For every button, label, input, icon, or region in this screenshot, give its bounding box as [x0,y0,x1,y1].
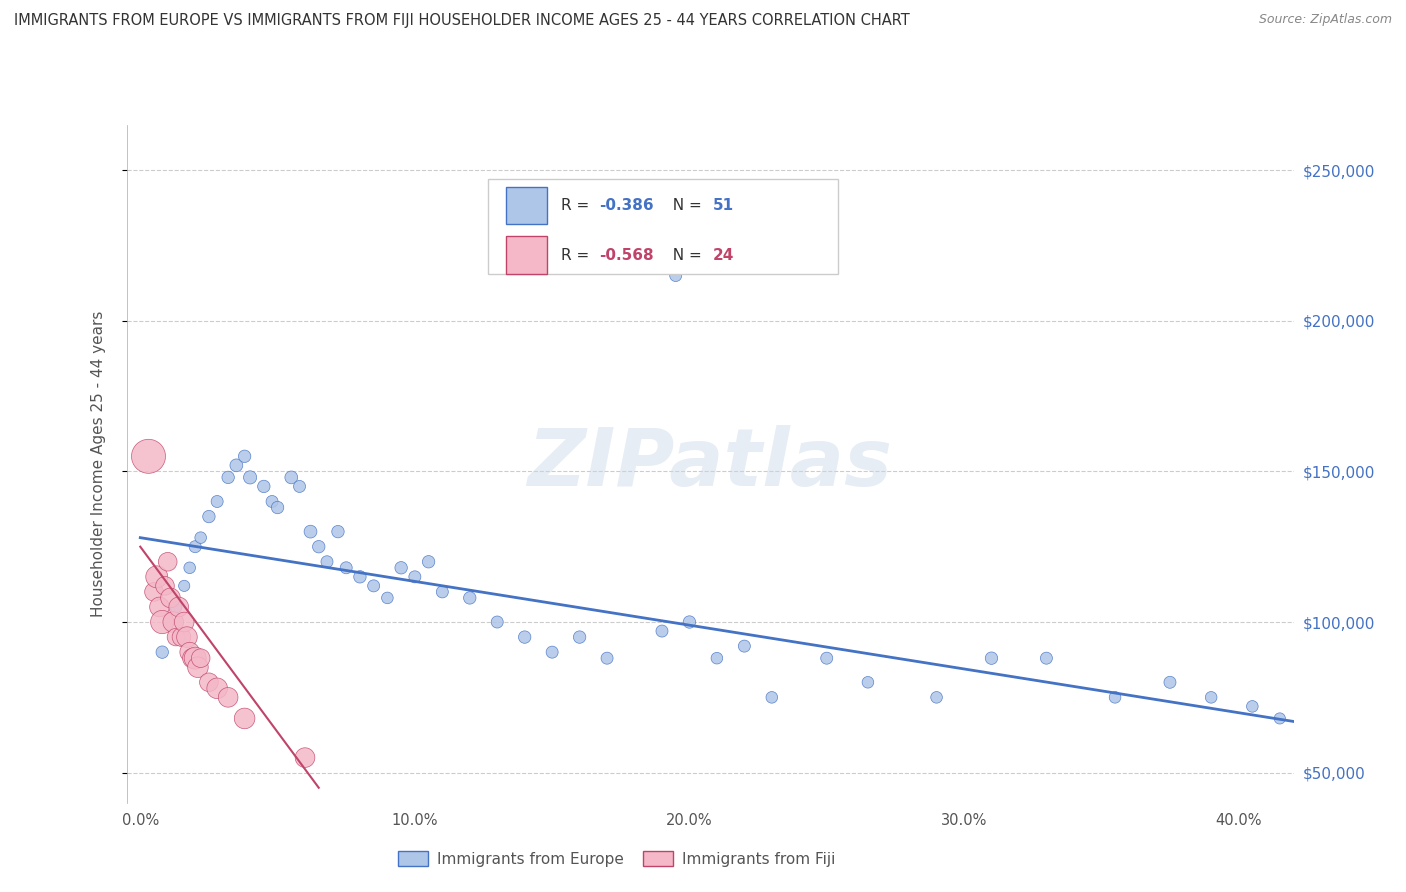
Point [925,690,948,705]
Text: IMMIGRANTS FROM EUROPE VS IMMIGRANTS FROM FIJI HOUSEHOLDER INCOME AGES 25 - 44 Y: IMMIGRANTS FROM EUROPE VS IMMIGRANTS FRO… [14,13,910,29]
Point [233,711,256,725]
Point [596,651,619,665]
Point [173,579,195,593]
Point [145,570,167,584]
Point [148,599,170,614]
Point [225,458,247,473]
Text: R =: R = [561,198,593,213]
Point [165,630,187,644]
Point [651,624,673,638]
Point [233,450,256,464]
Point [173,615,195,629]
Point [513,630,536,644]
Point [432,585,454,599]
Point [308,540,330,554]
Point [1241,699,1264,714]
Point [205,494,228,508]
FancyBboxPatch shape [506,187,547,224]
Point [733,639,755,653]
Point [179,645,201,659]
Point [299,524,322,539]
Point [541,645,564,659]
Point [266,500,288,515]
Point [262,494,284,508]
Point [138,450,160,464]
Legend: Immigrants from Europe, Immigrants from Fiji: Immigrants from Europe, Immigrants from … [391,846,842,873]
Point [153,579,176,593]
Point [568,630,591,644]
Point [190,531,212,545]
Point [980,651,1002,665]
Point [349,570,371,584]
Point [1104,690,1126,705]
Point [335,561,357,575]
Point [458,591,481,605]
Point [190,651,212,665]
Point [156,555,179,569]
Point [179,561,201,575]
Point [176,630,198,644]
Point [288,479,311,493]
Point [1159,675,1181,690]
Point [377,591,399,605]
Point [404,570,426,584]
Point [167,599,190,614]
Point [1268,711,1291,725]
Text: ZIPatlas: ZIPatlas [527,425,893,503]
Point [205,681,228,696]
Point [280,470,302,484]
Point [665,268,688,283]
Text: Source: ZipAtlas.com: Source: ZipAtlas.com [1258,13,1392,27]
Point [198,509,221,524]
Point [159,591,181,605]
Point [815,651,838,665]
Point [162,615,184,629]
Point [856,675,879,690]
Point [184,540,207,554]
Point [143,585,166,599]
Point [165,599,187,614]
Point [150,615,173,629]
FancyBboxPatch shape [506,236,547,274]
Text: R =: R = [561,248,593,262]
Text: 24: 24 [713,248,734,262]
Point [239,470,262,484]
Point [1199,690,1222,705]
Point [198,675,221,690]
Point [1035,651,1057,665]
Point [316,555,339,569]
Text: -0.386: -0.386 [599,198,654,213]
Point [678,615,700,629]
FancyBboxPatch shape [488,179,838,274]
Text: N =: N = [664,198,707,213]
Text: 51: 51 [713,198,734,213]
Point [294,750,316,764]
Text: N =: N = [664,248,707,262]
Point [418,555,440,569]
Point [486,615,509,629]
Point [389,561,412,575]
Point [706,651,728,665]
Point [326,524,349,539]
Point [187,660,209,674]
Y-axis label: Householder Income Ages 25 - 44 years: Householder Income Ages 25 - 44 years [91,310,105,617]
Point [363,579,385,593]
Point [761,690,783,705]
Point [217,690,239,705]
Point [217,470,239,484]
Text: -0.568: -0.568 [599,248,654,262]
Point [184,651,207,665]
Point [170,630,193,644]
Point [253,479,276,493]
Point [181,651,204,665]
Point [150,645,173,659]
